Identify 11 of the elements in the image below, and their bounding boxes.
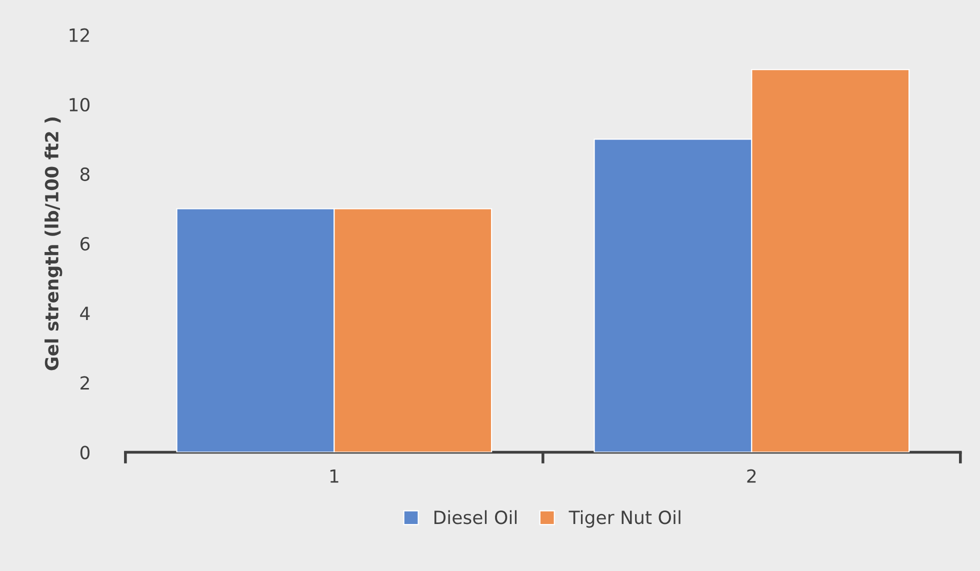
y-axis-title: Gel strength (lb/100 ft2 )	[44, 118, 62, 370]
y-tick-label: 10	[70, 98, 90, 112]
y-tick-label: 12	[70, 28, 89, 42]
legend-label: Diesel Oil	[434, 510, 517, 524]
y-tick-label: 4	[80, 306, 90, 320]
y-tick-label: 0	[80, 446, 90, 460]
y-tick-label: 8	[80, 167, 90, 182]
y-tick-label: 2	[80, 376, 89, 390]
y-tick-label: 6	[80, 236, 90, 251]
legend-label: Tiger Nut Oil	[568, 510, 680, 528]
x-tick-label: 1	[330, 469, 338, 483]
